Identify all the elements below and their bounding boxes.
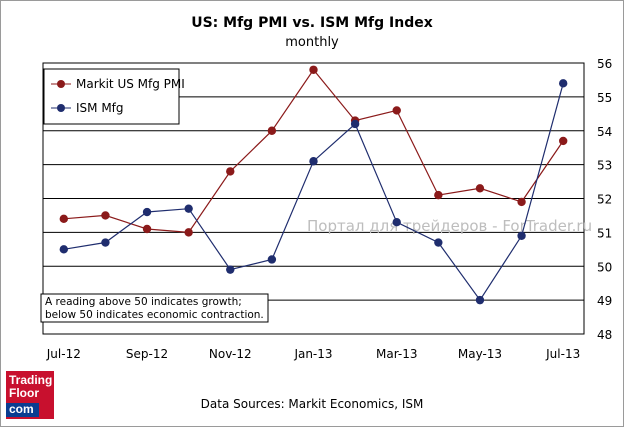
logo-text-line-1: Trading <box>9 373 53 387</box>
data-point-pmi-Jul-13 <box>558 136 568 146</box>
y-tick-label-53: 53 <box>597 159 612 173</box>
y-axis-ticks: 56 55 54 53 52 51 50 49 48 <box>597 57 612 342</box>
data-point-ism-May-13 <box>475 295 485 305</box>
data-point-pmi-Jan-13 <box>309 65 318 74</box>
data-point-pmi-Dec-12 <box>267 126 277 135</box>
data-point-ism-Oct-12 <box>184 204 193 213</box>
data-point-ism-Mar-13 <box>392 218 401 227</box>
series-lines <box>59 65 568 305</box>
legend-box <box>43 68 180 125</box>
data-point-ism-Jun-13 <box>517 231 526 240</box>
legend-label-pmi: Markit US Mfg PMI <box>76 77 185 91</box>
y-tick-label-48: 48 <box>597 328 612 342</box>
data-point-ism-Sep-12 <box>142 207 152 217</box>
x-tick-label-Sep-12: Sep-12 <box>126 347 168 361</box>
y-tick-label-51: 51 <box>597 226 612 240</box>
annotation-line-2: below 50 indicates economic contraction. <box>45 309 264 321</box>
data-point-pmi-May-13 <box>475 184 485 193</box>
logo-text-line-3: com <box>6 403 39 417</box>
x-tick-label-Jul-13: Jul-13 <box>545 347 580 361</box>
legend: Markit US Mfg PMI ISM Mfg <box>43 68 185 125</box>
watermark-text: Портал для трейдеров - ForTrader.ru <box>307 217 592 235</box>
data-point-pmi-Aug-12 <box>101 211 110 220</box>
data-point-pmi-Apr-13 <box>434 190 443 200</box>
data-point-pmi-Mar-13 <box>392 106 401 115</box>
x-tick-label-Jan-13: Jan-13 <box>293 347 332 361</box>
x-tick-label-Jul-12: Jul-12 <box>46 347 81 361</box>
x-tick-label-Mar-13: Mar-13 <box>376 347 417 361</box>
data-point-ism-Jan-13 <box>309 157 318 166</box>
y-tick-label-56: 56 <box>597 57 612 71</box>
x-tick-label-Nov-12: Nov-12 <box>209 347 252 361</box>
annotation-border <box>40 293 269 323</box>
y-tick-label-52: 52 <box>597 193 612 207</box>
logo-text-line-2: Floor <box>9 386 39 400</box>
data-point-pmi-Sep-12 <box>142 224 152 234</box>
tradingfloor-logo: Trading Floor com <box>6 371 54 419</box>
legend-label-ism: ISM Mfg <box>76 101 124 115</box>
data-source: Data Sources: Markit Economics, ISM <box>201 397 424 411</box>
data-point-pmi-Jul-12 <box>59 214 69 224</box>
data-point-ism-Aug-12 <box>101 238 110 247</box>
data-point-ism-Jul-13 <box>558 79 568 88</box>
annotation-box: A reading above 50 indicates growth; bel… <box>40 293 269 323</box>
legend-swatch-ism-marker <box>57 104 65 112</box>
data-point-pmi-Oct-12 <box>184 228 193 237</box>
data-point-pmi-Nov-12 <box>226 167 235 176</box>
data-point-ism-Dec-12 <box>267 255 277 264</box>
legend-swatch-pmi-marker <box>57 80 65 88</box>
data-point-ism-Feb-13 <box>350 119 360 129</box>
annotation-line-1: A reading above 50 indicates growth; <box>45 296 242 308</box>
chart-title: US: Mfg PMI vs. ISM Mfg Index <box>191 15 433 31</box>
data-point-ism-Nov-12 <box>226 265 235 274</box>
y-tick-label-49: 49 <box>597 294 612 308</box>
data-point-ism-Apr-13 <box>434 238 443 247</box>
y-tick-label-50: 50 <box>597 260 612 274</box>
data-point-ism-Jul-12 <box>59 245 69 254</box>
x-tick-label-May-13: May-13 <box>458 347 502 361</box>
y-tick-label-55: 55 <box>597 91 612 105</box>
chart-subtitle: monthly <box>285 35 339 50</box>
data-point-pmi-Jun-13 <box>517 197 526 207</box>
x-axis-ticks: Jul-12 Sep-12 Nov-12 Jan-13 Mar-13 May-13 Jul-… <box>46 347 580 361</box>
y-tick-label-54: 54 <box>597 125 612 139</box>
